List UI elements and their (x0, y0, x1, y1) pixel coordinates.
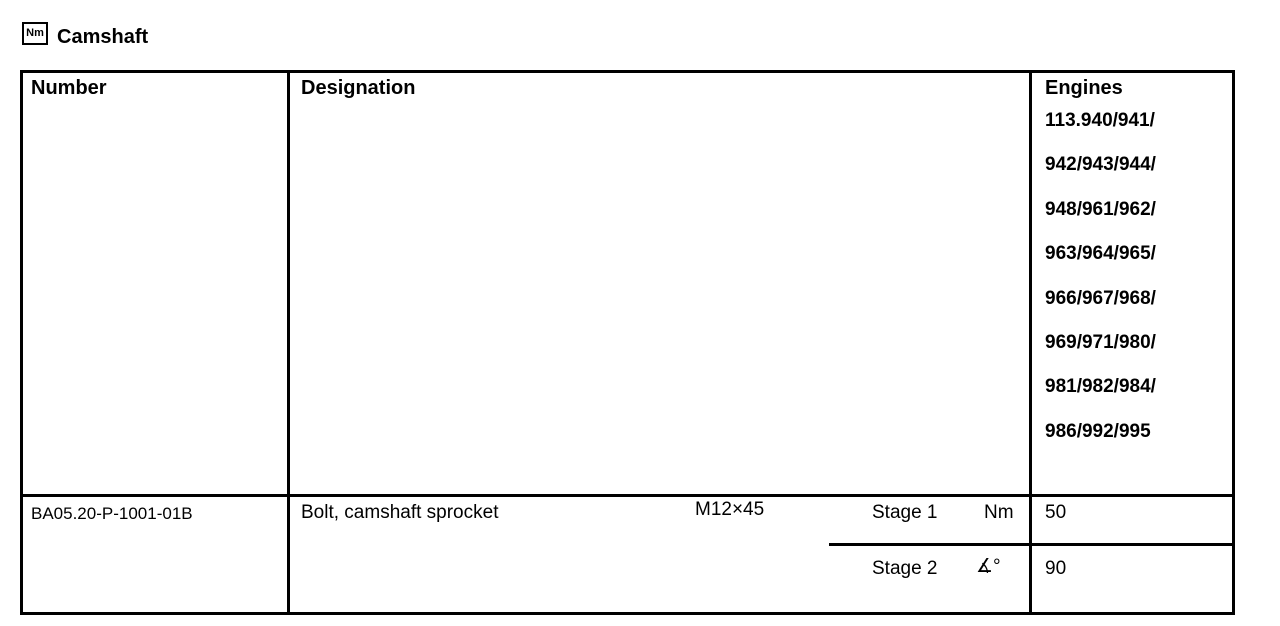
column-line (287, 70, 290, 615)
engine-line: 942/943/944/ (1045, 154, 1156, 176)
column-header: Designation (301, 77, 416, 99)
stage-line (829, 543, 1235, 546)
nm-icon: Nm (22, 22, 48, 45)
torque-value: 50 (1045, 502, 1067, 523)
stage: Stage 1 (872, 502, 938, 523)
section-title: Camshaft (57, 26, 149, 48)
column-line (1029, 70, 1032, 615)
engine-line: 948/961/962/ (1045, 198, 1156, 220)
bolt-size: M12×45 (695, 499, 765, 520)
engine-line: 966/967/968/ (1045, 287, 1156, 309)
table (20, 70, 1235, 615)
unit: Nm (984, 502, 1014, 523)
engine-line: 981/982/984/ (1045, 376, 1156, 398)
unit: ∡° (976, 556, 1001, 577)
angle-value: 90 (1045, 558, 1067, 579)
engine-line: 113.940/941/ (1045, 110, 1155, 131)
designation: Bolt, camshaft sprocket (301, 502, 499, 523)
engine-line: 969/971/980/ (1045, 332, 1156, 353)
stage: Stage 2 (872, 558, 938, 579)
row-line (20, 494, 1235, 497)
column-header: Number (31, 77, 107, 99)
engine-line: 963/964/965/ (1045, 243, 1156, 265)
engine-line: 986/992/995 (1045, 420, 1151, 442)
column-header: Engines (1045, 77, 1123, 99)
part-number: BA05.20-P-1001-01B (31, 504, 193, 523)
